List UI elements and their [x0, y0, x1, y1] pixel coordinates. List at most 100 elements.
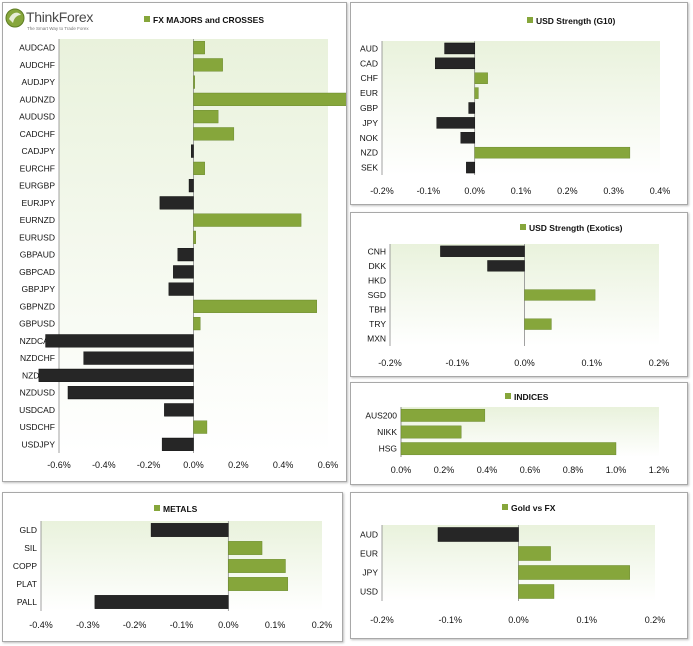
category-label: EUR [360, 88, 378, 98]
tick-label: 0.2% [434, 465, 455, 475]
bar [400, 442, 617, 456]
tick-label: 0.1% [511, 186, 532, 196]
bar [193, 161, 205, 175]
category-label: SEK [361, 163, 378, 173]
tick-label: 0.0% [183, 460, 204, 470]
tick-label: 0.2% [645, 615, 666, 625]
category-label: USDCAD [19, 405, 55, 415]
tick-label: -0.3% [76, 620, 100, 630]
tick-label: -0.2% [123, 620, 147, 630]
category-label: NZDCAD [20, 336, 55, 346]
category-label: SIL [24, 543, 37, 553]
category-label: AUDCHF [20, 60, 55, 70]
legend-swatch [520, 224, 526, 230]
bar [94, 595, 229, 609]
category-label: HKD [368, 275, 386, 285]
bar [193, 75, 195, 89]
category-label: TBH [369, 305, 386, 315]
bar [193, 213, 302, 227]
bar [188, 179, 194, 193]
bar [228, 541, 263, 555]
tick-label: -0.1% [170, 620, 194, 630]
category-label: EURNZD [20, 215, 55, 225]
tick-label: 0.4% [273, 460, 294, 470]
category-label: JPY [362, 118, 378, 128]
category-label: CADJPY [21, 146, 55, 156]
tick-label: -0.1% [417, 186, 441, 196]
bar [474, 146, 631, 159]
bar [524, 289, 596, 301]
chart-usd-g10: USD Strength (G10) AUD CAD CHF EUR GBP JPY NOK N… [360, 16, 671, 196]
category-label: AUDUSD [19, 112, 55, 122]
bar [164, 403, 194, 417]
tick-label: -0.2% [137, 460, 161, 470]
category-label: GBPUSD [19, 319, 55, 329]
category-label: HSG [379, 444, 397, 454]
bar [460, 132, 475, 144]
category-label: CADCHF [20, 129, 55, 139]
tick-label: 0.1% [581, 358, 602, 368]
bar [440, 245, 525, 257]
bar [177, 248, 194, 262]
legend-swatch [527, 17, 533, 23]
bar [193, 127, 235, 141]
bar [191, 144, 194, 158]
category-label: EURUSD [19, 232, 55, 242]
chart-title: METALS [163, 504, 198, 514]
bar [466, 161, 475, 174]
category-label: AUDCAD [19, 43, 55, 53]
tick-label: 0.0% [218, 620, 239, 630]
panel-gold-vs-fx: Gold vs FX AUD EUR JPY USD -0.2% -0.1% 0.0% 0.1%… [350, 492, 688, 639]
category-label: GBPAUD [20, 250, 55, 260]
legend-swatch [144, 16, 150, 22]
category-label: CAD [360, 58, 378, 68]
category-label: NIKK [377, 427, 397, 437]
chart-title: INDICES [514, 392, 549, 402]
category-label: AUDNZD [20, 94, 55, 104]
bar [193, 92, 353, 106]
bar [193, 41, 205, 55]
tick-label: 0.2% [312, 620, 333, 630]
brand-tagline: The Smart Way to Trade Forex [27, 26, 89, 31]
category-label: NOK [360, 133, 379, 143]
panel-usd-g10: USD Strength (G10) AUD CAD CHF EUR GBP JPY NOK N… [350, 2, 688, 205]
legend-swatch [154, 505, 160, 511]
category-label: MXN [367, 334, 386, 344]
bar [173, 265, 194, 279]
category-label: NZD [361, 148, 378, 158]
category-label: CNH [368, 246, 386, 256]
tick-label: 1.0% [606, 465, 627, 475]
bar [400, 425, 462, 439]
bar [67, 386, 194, 400]
category-label: COPP [13, 561, 37, 571]
chart-usd-exotics: USD Strength (Exotics) CNH DKK HKD SGD TBH TRY… [367, 223, 669, 368]
bar [400, 408, 486, 422]
bar [193, 230, 196, 244]
panel-indices: INDICES AUS200 NIKK HSG 0.0% 0.2% 0.4% 0.6% 0.8%… [350, 382, 688, 485]
category-label: NZDCHF [20, 353, 55, 363]
bar [437, 527, 519, 542]
tick-label: 0.2% [557, 186, 578, 196]
bar [193, 58, 223, 72]
bar [193, 317, 201, 331]
category-label: TRY [369, 319, 386, 329]
bar [159, 196, 194, 210]
bar [38, 368, 194, 382]
category-label: GLD [20, 525, 37, 535]
tick-label: 0.1% [265, 620, 286, 630]
category-label: AUD [360, 530, 378, 540]
thinkforex-logo: ThinkForex The Smart Way to Trade Forex [4, 6, 114, 36]
category-label: PLAT [16, 579, 37, 589]
category-label: SGD [368, 290, 386, 300]
chart-title: USD Strength (G10) [536, 16, 616, 26]
legend-swatch [505, 393, 511, 399]
category-label: GBP [360, 103, 378, 113]
tick-label: 0.6% [520, 465, 541, 475]
bar [474, 72, 488, 84]
legend-swatch [502, 504, 508, 510]
panel-fx-majors: FX MAJORS and CROSSES AUDCAD AUDCHF AUDJPY A… [2, 2, 353, 482]
tick-label: 0.4% [477, 465, 498, 475]
tick-label: 0.2% [228, 460, 249, 470]
bar [45, 334, 194, 348]
chart-title: FX MAJORS and CROSSES [153, 15, 264, 25]
